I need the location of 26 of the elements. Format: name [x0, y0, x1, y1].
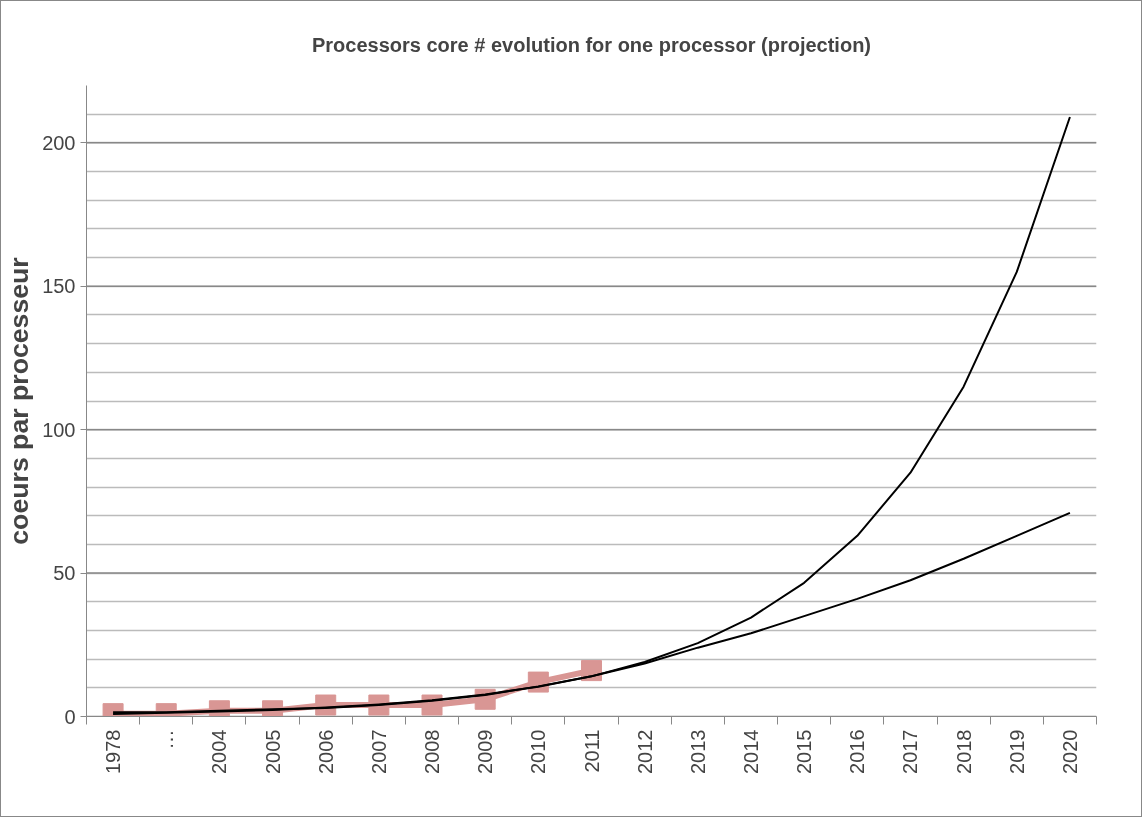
x-tick-label: 1978 — [102, 729, 125, 774]
y-axis-title: coeurs par processeur — [4, 257, 35, 545]
x-tick-label: 2006 — [314, 729, 337, 774]
x-tick-label: 2019 — [1005, 729, 1028, 774]
x-tick-label: 2011 — [580, 729, 603, 773]
x-tick-label: 2015 — [793, 729, 816, 774]
y-tick-label: 0 — [64, 705, 76, 728]
x-tick-label: 2014 — [739, 729, 762, 774]
y-tick-label: 200 — [42, 131, 76, 154]
y-tick-label: 50 — [53, 562, 76, 585]
x-tick-label: 2008 — [421, 729, 444, 774]
y-tick-label: 150 — [42, 275, 76, 298]
y-tick-label: 100 — [42, 418, 76, 441]
x-tick-label: 2018 — [952, 729, 975, 774]
chart-title: Processors core # evolution for one processor (projection) — [311, 33, 872, 56]
x-tick-label: 2009 — [474, 729, 497, 774]
x-tick-label: 2017 — [899, 729, 922, 774]
x-tick-label: 2007 — [367, 729, 390, 774]
x-tick-label: 2020 — [1058, 729, 1081, 774]
x-tick-label: 2005 — [261, 729, 284, 774]
x-tick-label: 2010 — [527, 729, 550, 774]
x-tick-label: 2004 — [208, 729, 231, 774]
x-tick-label: 2013 — [686, 729, 709, 774]
x-tick-label: 2016 — [846, 729, 869, 774]
x-tick-label: … — [155, 729, 178, 750]
x-tick-label: 2012 — [633, 729, 656, 774]
